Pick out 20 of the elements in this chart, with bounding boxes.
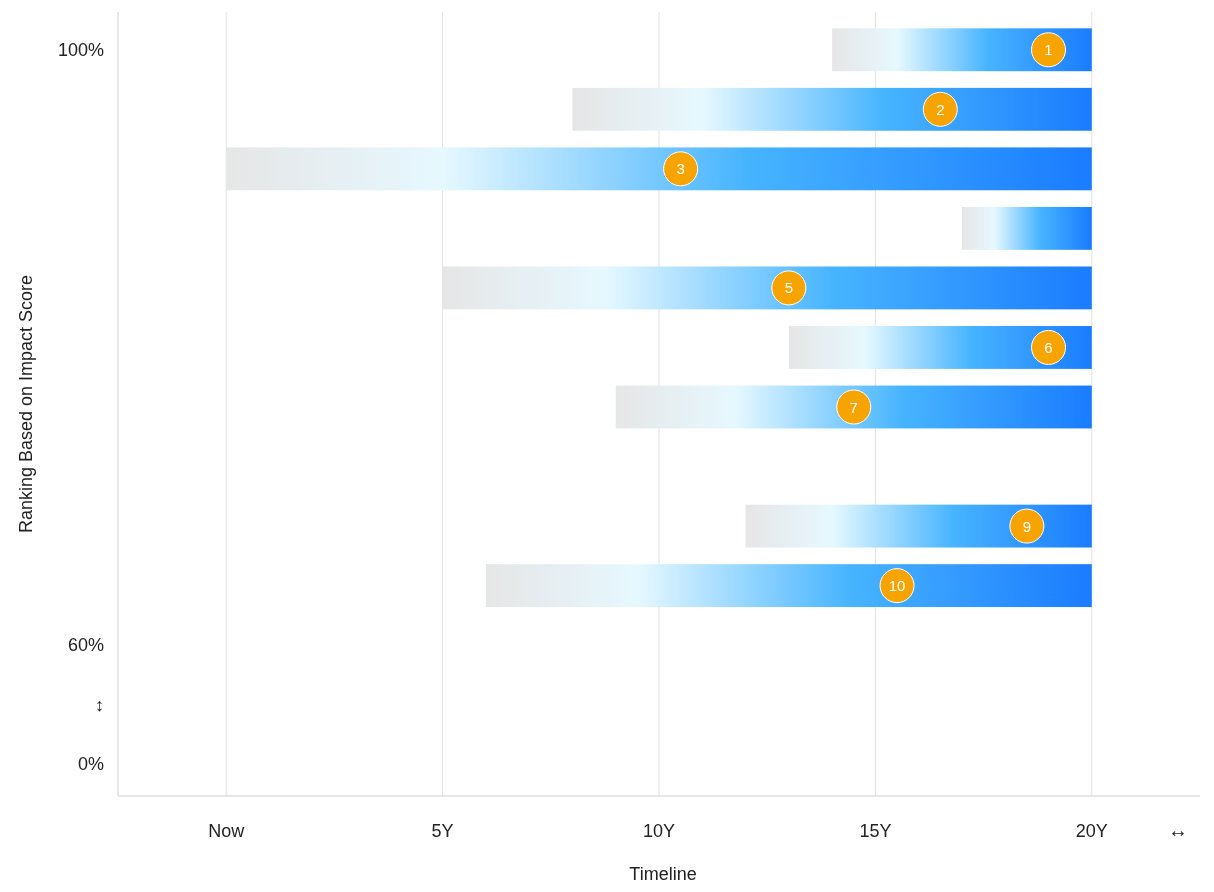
annotation: 2 — [936, 100, 945, 118]
y-tick-label: 100% — [57, 39, 104, 60]
y-tick-label: ↕ — [95, 694, 104, 715]
text: ↔ — [1168, 819, 1188, 841]
annotation: 7 — [849, 398, 858, 416]
annotation: 3 — [676, 160, 685, 178]
annotation: 9 — [1022, 517, 1032, 535]
y-axis-title: Ranking Based on Impact Score — [16, 274, 36, 534]
x-tick-label: 20Y — [1075, 821, 1108, 841]
annotation: 10 — [888, 577, 906, 595]
x-tick-label: 5Y — [431, 821, 454, 841]
y-tick-label: 0% — [77, 754, 104, 775]
annotation: 6 — [1044, 338, 1053, 356]
x-tick-label: Now — [208, 821, 246, 841]
annotation: 1 — [1044, 41, 1053, 59]
x-tick-label: 10Y — [642, 821, 676, 841]
y-tick-label: 60% — [67, 635, 104, 656]
x-axis-title: Timeline — [629, 864, 697, 884]
x-tick-label: 15Y — [859, 821, 892, 841]
annotation: 5 — [784, 279, 794, 297]
